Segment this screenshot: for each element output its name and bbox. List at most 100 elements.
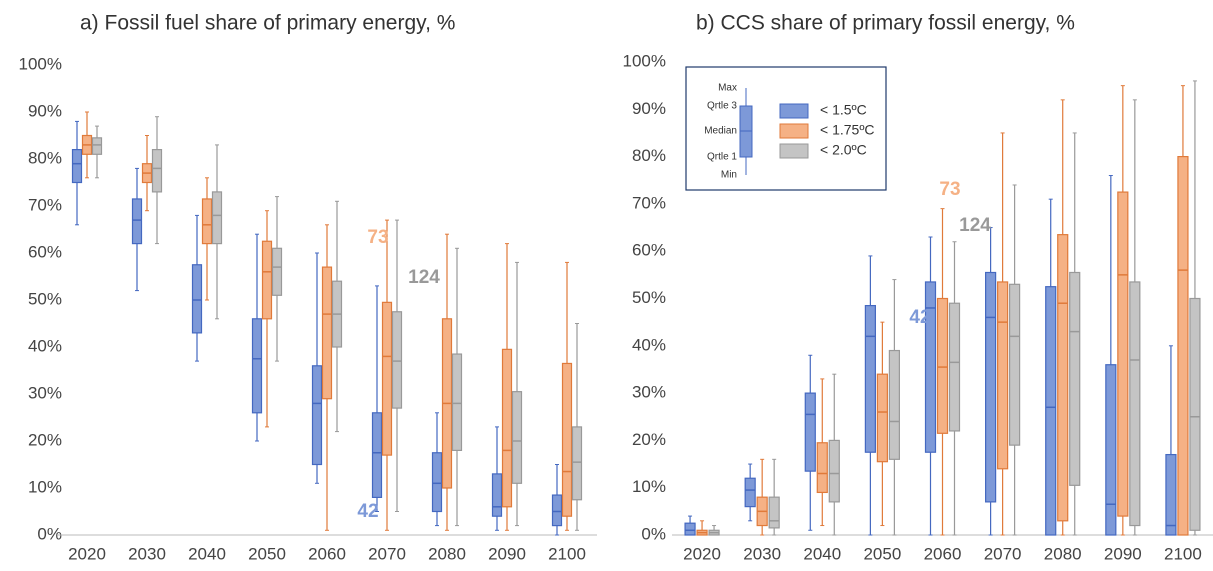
box [91,137,103,155]
box [501,348,513,508]
box [816,442,828,494]
box [744,477,756,508]
y-tick-label: 60% [28,242,62,261]
annotation: 124 [959,215,991,236]
y-tick-label: 90% [632,99,666,118]
box [261,240,273,320]
y-tick-label: 60% [632,241,666,260]
x-tick-label: 2090 [1104,544,1142,563]
box [271,247,283,296]
legend-label: < 1.75ºC [820,122,875,138]
y-tick-label: 80% [632,146,666,165]
box [1057,234,1069,522]
box [684,522,696,536]
box [561,362,573,517]
y-tick-label: 0% [641,524,666,543]
box [888,349,900,460]
box [1009,283,1021,446]
chart-title: b) CCS share of primary fossil energy, % [696,12,1075,35]
box [211,191,223,245]
legend-key-label: Median [704,126,737,137]
box [1129,281,1141,527]
box [936,297,949,434]
legend-label: < 2.0ºC [820,142,867,158]
box [876,373,888,463]
y-tick-label: 70% [632,193,666,212]
legend-label: < 1.5ºC [820,102,867,118]
box [431,452,443,513]
box [511,391,523,484]
box [828,439,840,503]
box [311,365,323,466]
y-tick-label: 20% [28,430,62,449]
y-tick-label: 10% [28,477,62,496]
x-tick-label: 2090 [488,544,526,563]
x-tick-label: 2100 [1164,544,1202,563]
box [1177,156,1189,536]
box [491,473,503,517]
y-tick-label: 100% [623,51,666,70]
box [151,149,163,193]
legend-swatch [779,143,809,159]
annotation: 73 [367,227,388,248]
y-tick-label: 80% [28,148,62,167]
y-tick-label: 0% [37,524,62,543]
x-tick-label: 2060 [924,544,962,563]
box [371,412,383,498]
box [551,494,563,527]
y-tick-label: 30% [28,383,62,402]
box [948,302,961,432]
box [997,281,1009,470]
x-tick-label: 2020 [683,544,721,563]
legend-key-label: Qrtle 3 [707,101,737,112]
box [804,392,816,472]
x-tick-label: 2030 [128,544,166,563]
legend-key-label: Min [721,170,737,181]
box [451,353,463,451]
box [1045,286,1057,536]
x-tick-label: 2080 [1044,544,1082,563]
box [71,149,83,184]
annotation: 42 [357,501,378,522]
annotation: 124 [408,267,440,288]
box [1105,364,1117,536]
y-tick-label: 30% [632,383,666,402]
x-tick-label: 2040 [803,544,841,563]
box [1165,453,1177,536]
box [1189,297,1201,531]
y-tick-label: 40% [632,335,666,354]
y-tick-label: 90% [28,101,62,120]
y-tick-label: 40% [28,336,62,355]
legend-swatch [779,103,809,119]
legend-swatch [779,123,809,139]
x-tick-label: 2050 [863,544,901,563]
box [391,311,403,409]
box [985,271,997,503]
y-tick-label: 100% [19,54,62,73]
x-tick-label: 2020 [68,544,106,563]
x-tick-label: 2070 [984,544,1022,563]
y-tick-label: 20% [632,430,666,449]
chart-title: a) Fossil fuel share of primary energy, … [80,12,455,35]
box [864,304,876,453]
x-tick-label: 2060 [308,544,346,563]
y-tick-label: 70% [28,195,62,214]
y-tick-label: 50% [632,288,666,307]
box [191,264,203,334]
y-tick-label: 10% [632,477,666,496]
box [251,318,263,414]
legend-key-label: Qrtle 1 [707,152,737,163]
y-tick-label: 50% [28,289,62,308]
x-tick-label: 2100 [548,544,586,563]
box [201,198,213,245]
box [1069,271,1081,486]
annotation: 73 [939,179,960,200]
x-tick-label: 2070 [368,544,406,563]
legend-key-label: Max [718,83,737,94]
box [321,266,333,400]
box [571,426,583,501]
box [1117,191,1129,517]
x-tick-label: 2050 [248,544,286,563]
x-tick-label: 2030 [743,544,781,563]
